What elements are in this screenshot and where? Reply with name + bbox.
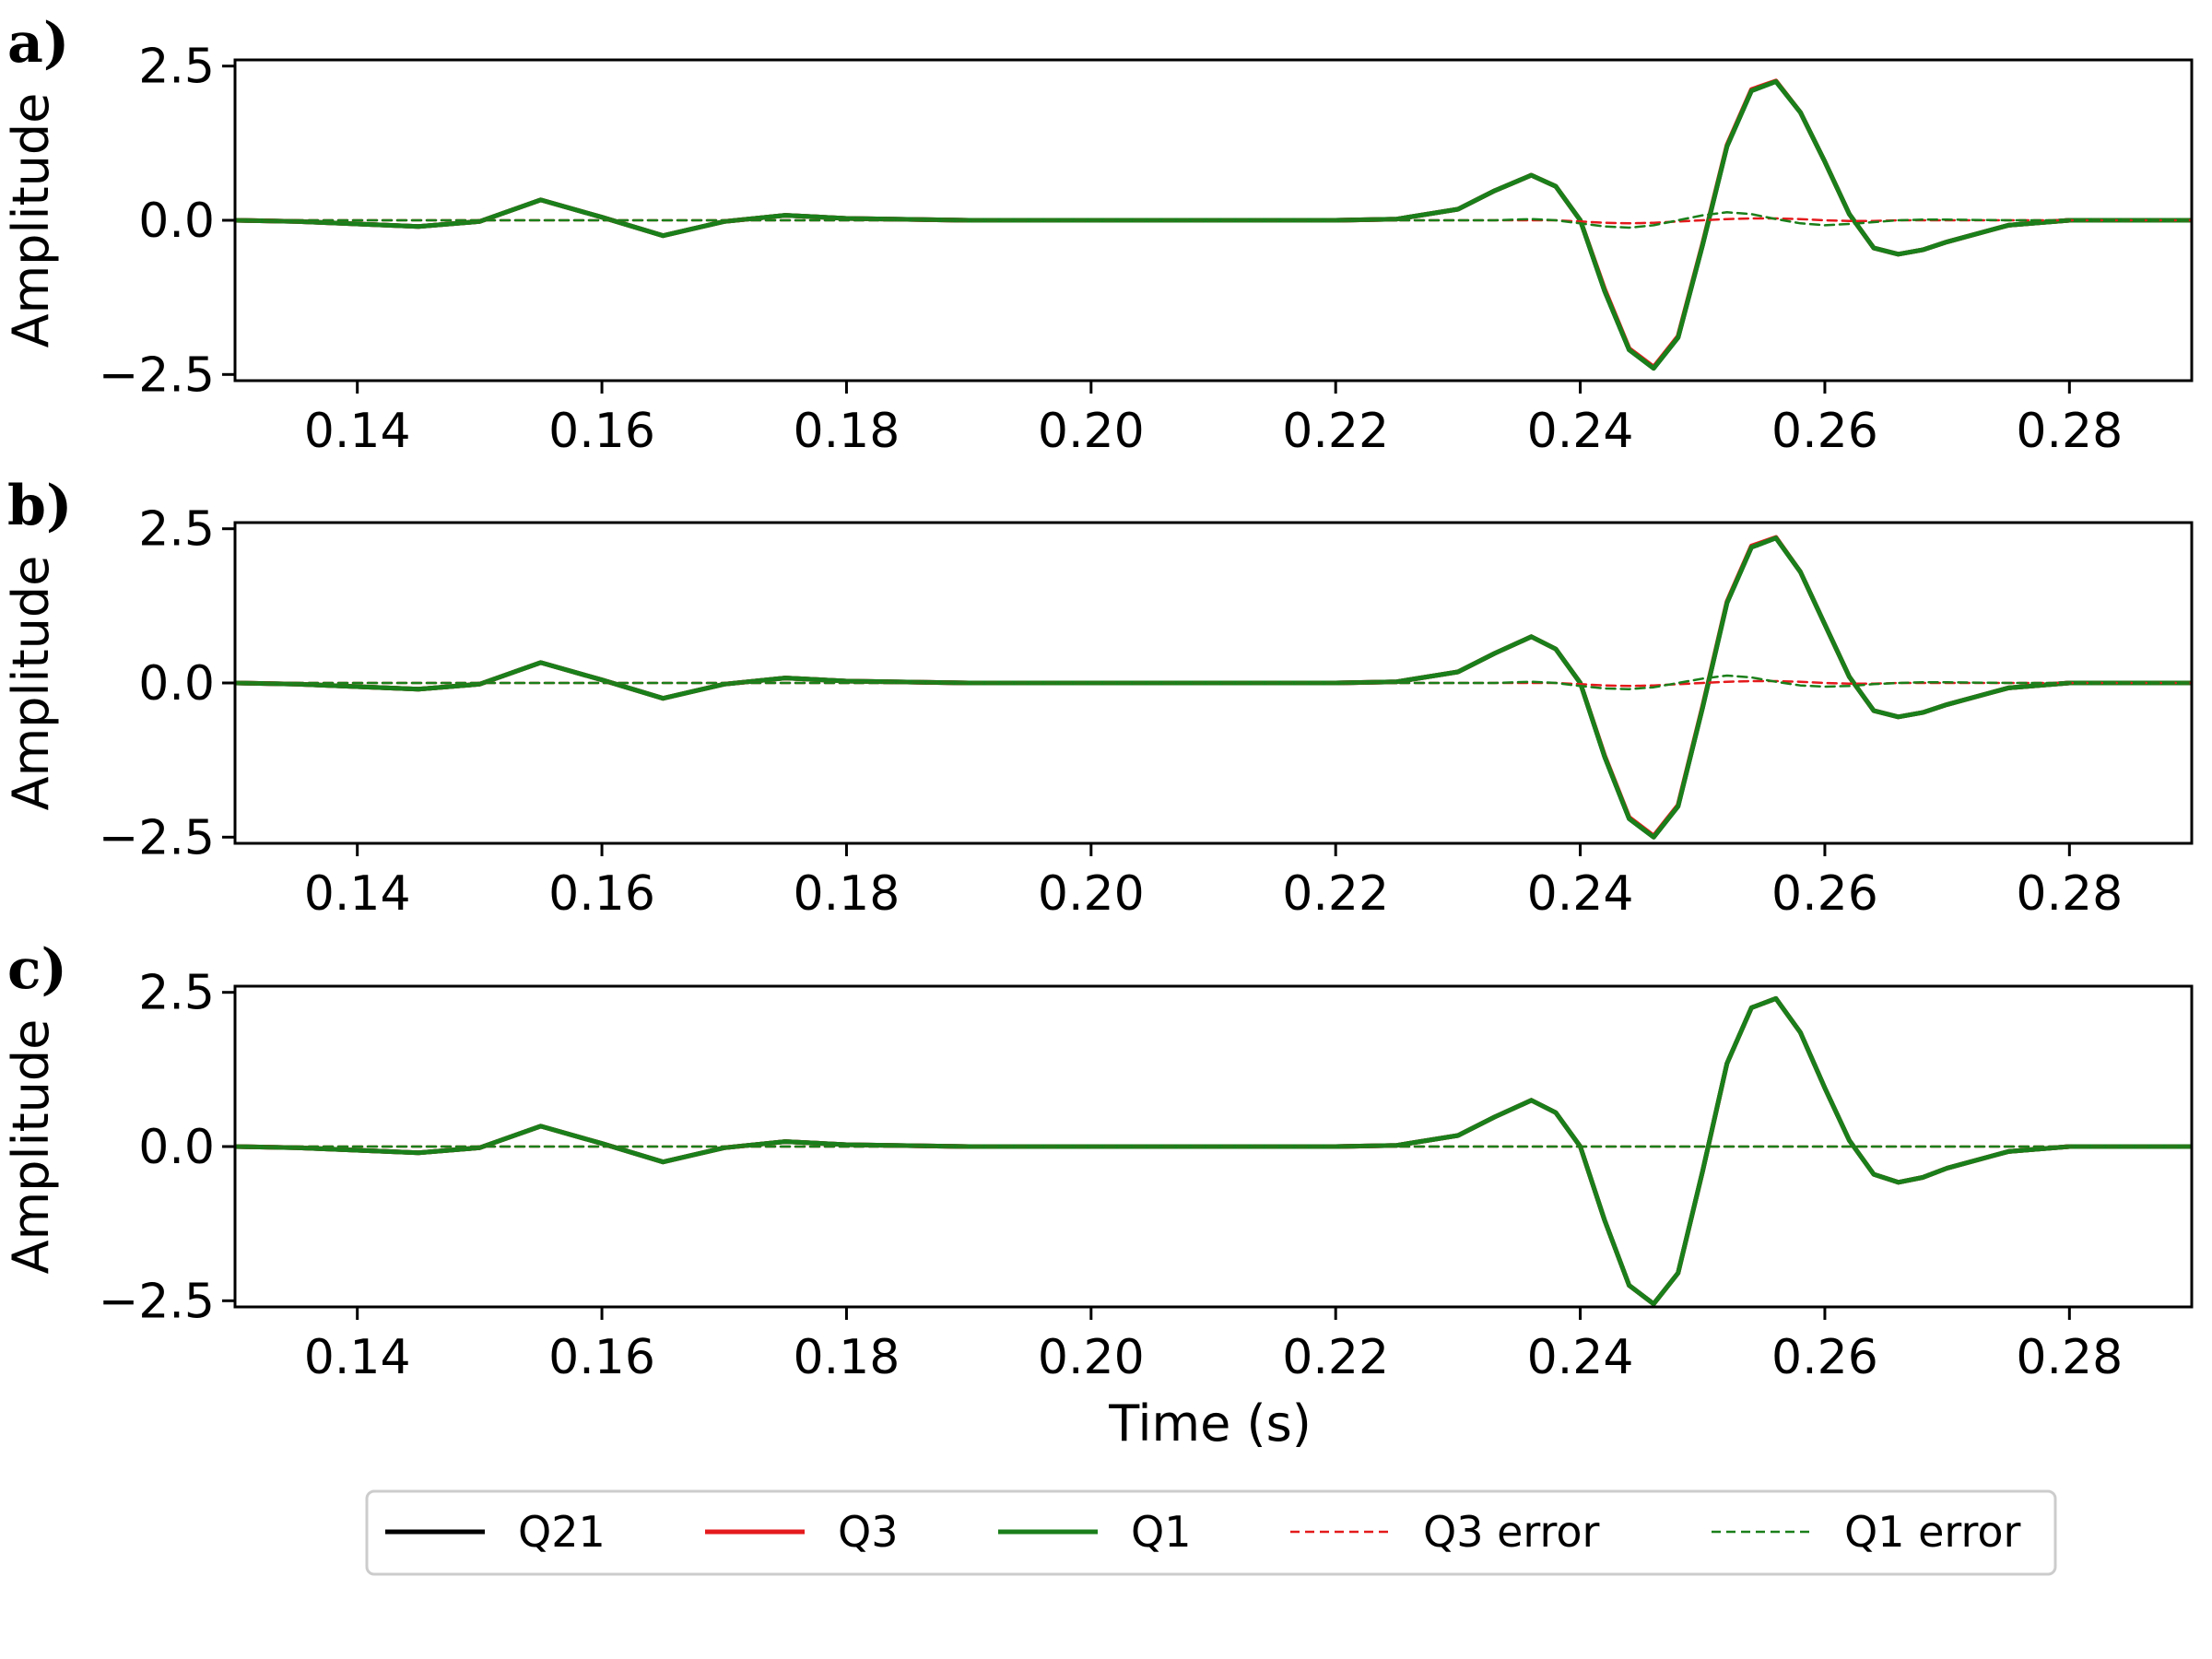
x-tick-label: 0.28 [2016, 404, 2123, 459]
plot-frame [233, 58, 2194, 382]
panel-label: b) [7, 474, 72, 538]
series-line-q1 [235, 995, 2192, 1307]
y-axis-label: Amplitude [2, 556, 60, 811]
panel-label: a) [7, 11, 69, 76]
x-tick-label: 0.16 [548, 866, 655, 922]
legend-label: Q1 error [1844, 1507, 2021, 1557]
x-tick-label: 0.22 [1282, 404, 1389, 459]
series-group [235, 78, 2192, 371]
series-group [235, 995, 2192, 1307]
panel-3: c) Amplitude 2.5 0.0 −2.5 0.14 0.16 0.18 0.20 0.2… [2, 937, 2194, 1385]
legend-label: Q3 [838, 1507, 898, 1557]
legend: Q21 Q3 Q1 Q3 error Q1 error [365, 1489, 2057, 1576]
legend-label: Q21 [518, 1507, 606, 1557]
x-tick-label: 0.26 [1771, 1330, 1878, 1385]
panel-2: b) Amplitude 2.5 0.0 −2.5 0.14 0.16 0.18 0.20 0.2… [2, 474, 2194, 922]
x-tick-label: 0.16 [548, 1330, 655, 1385]
x-tick-label: 0.26 [1771, 866, 1878, 922]
x-tick-label: 0.28 [2016, 866, 2123, 922]
y-tick-label: 2.5 [138, 966, 215, 1021]
plot-frame [233, 521, 2194, 845]
x-tick-label: 0.24 [1527, 1330, 1634, 1385]
x-tick-label: 0.16 [548, 404, 655, 459]
x-tick-label: 0.20 [1038, 1330, 1145, 1385]
y-tick-label: 2.5 [138, 502, 215, 558]
y-tick-label: −2.5 [99, 810, 215, 865]
panels: a) Amplitude 2.5 0.0 −2.5 0.14 0.16 0.18 0.20 0.2… [2, 11, 2194, 1385]
x-tick-label: 0.28 [2016, 1330, 2123, 1385]
x-tick-label: 0.20 [1038, 866, 1145, 922]
y-tick-label: −2.5 [99, 347, 215, 403]
series-group [235, 535, 2192, 840]
x-tick-label: 0.26 [1771, 404, 1878, 459]
legend-frame [365, 1489, 2057, 1576]
legend-label: Q3 error [1423, 1507, 1600, 1557]
series-line-q1-error [235, 211, 2192, 229]
y-tick-label: 0.0 [138, 656, 215, 712]
legend-label: Q1 [1131, 1507, 1191, 1557]
x-tick-label: 0.24 [1527, 866, 1634, 922]
x-tick-label: 0.22 [1282, 1330, 1389, 1385]
x-tick-label: 0.20 [1038, 404, 1145, 459]
x-tick-label: 0.14 [304, 1330, 411, 1385]
x-tick-label: 0.18 [794, 866, 900, 922]
x-tick-label: 0.18 [794, 404, 900, 459]
y-axis-label: Amplitude [2, 93, 60, 348]
series-line-q1-error [235, 674, 2192, 690]
x-tick-label: 0.14 [304, 866, 411, 922]
x-tick-label: 0.24 [1527, 404, 1634, 459]
series-line-q1 [235, 535, 2192, 840]
y-tick-label: −2.5 [99, 1274, 215, 1329]
panel-1: a) Amplitude 2.5 0.0 −2.5 0.14 0.16 0.18 0.20 0.2… [2, 11, 2194, 459]
x-axis-label: Time (s) [1108, 1394, 1312, 1453]
series-line-q1 [235, 78, 2192, 371]
y-tick-label: 0.0 [138, 194, 215, 249]
x-tick-label: 0.18 [794, 1330, 900, 1385]
panel-label: c) [7, 937, 67, 1002]
y-tick-label: 0.0 [138, 1120, 215, 1175]
y-tick-label: 2.5 [138, 40, 215, 95]
y-axis-label: Amplitude [2, 1019, 60, 1275]
x-tick-label: 0.22 [1282, 866, 1389, 922]
plot-frame [233, 984, 2194, 1309]
x-tick-label: 0.14 [304, 404, 411, 459]
